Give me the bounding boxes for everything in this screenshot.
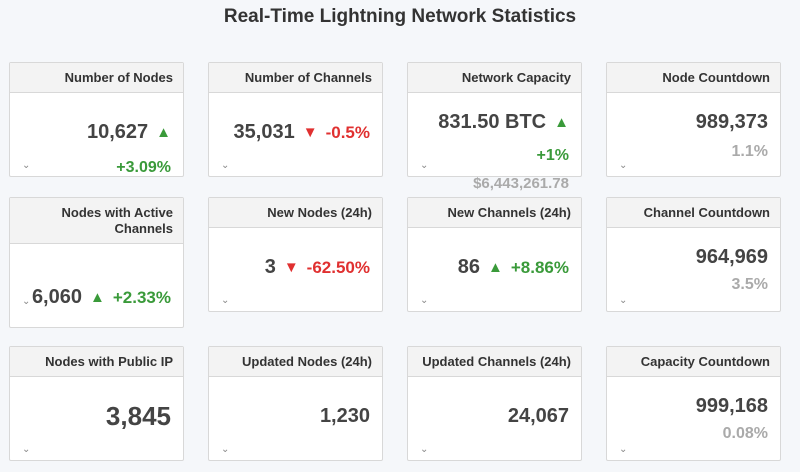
card-new-nodes: New Nodes (24h) 3 ▼ -62.50% ⌄ <box>208 197 383 312</box>
chevron-down-icon[interactable]: ⌄ <box>420 295 429 306</box>
card-updated-channels: Updated Channels (24h) 24,067 ⌄ <box>407 346 582 461</box>
card-updated-nodes: Updated Nodes (24h) 1,230 ⌄ <box>208 346 383 461</box>
card-number-of-nodes: Number of Nodes 10,627 ▲ +3.09% ⌄ <box>9 62 184 177</box>
card-nodes-public-ip: Nodes with Public IP 3,845 ⌄ <box>9 346 184 461</box>
capacity-change-value: +1% <box>536 147 569 164</box>
card-network-capacity: Network Capacity 831.50 BTC ▲ +1% $6,443… <box>407 62 582 192</box>
new-channels-value: 86 <box>457 256 480 278</box>
chevron-down-icon[interactable]: ⌄ <box>420 444 429 455</box>
card-title: Network Capacity <box>408 63 581 93</box>
arrow-up-icon: ▲ <box>90 289 105 306</box>
channel-countdown-value: 964,969 <box>695 246 768 268</box>
active-nodes-change: +2.33% <box>112 287 171 307</box>
card-title: Nodes with Public IP <box>10 347 183 377</box>
card-title: Nodes with Active Channels <box>10 198 183 244</box>
card-title: Node Countdown <box>607 63 780 93</box>
node-countdown-percent: 1.1% <box>731 143 768 160</box>
arrow-down-icon: ▼ <box>283 259 299 276</box>
updated-channels-value: 24,067 <box>507 405 569 427</box>
card-nodes-active-channels: Nodes with Active Channels 6,060 ▲ +2.33… <box>9 197 184 328</box>
card-title: Number of Nodes <box>10 63 183 93</box>
updated-nodes-value: 1,230 <box>319 405 370 427</box>
chevron-down-icon[interactable]: ⌄ <box>22 160 31 171</box>
card-title: New Channels (24h) <box>408 198 581 228</box>
node-change-value: +3.09% <box>116 159 171 176</box>
card-title: Channel Countdown <box>607 198 780 228</box>
card-title: Updated Channels (24h) <box>408 347 581 377</box>
new-channels-change: +8.86% <box>510 257 569 277</box>
chevron-down-icon[interactable]: ⌄ <box>22 296 31 307</box>
card-number-of-channels: Number of Channels 35,031 ▼ -0.5% ⌄ <box>208 62 383 177</box>
capacity-countdown-value: 999,168 <box>695 395 768 417</box>
capacity-value: 831.50 BTC <box>438 111 547 133</box>
arrow-down-icon: ▼ <box>302 124 318 141</box>
capacity-usd-value: $6,443,261.78 <box>473 175 569 192</box>
active-nodes-value: 6,060 <box>31 286 82 308</box>
chevron-down-icon[interactable]: ⌄ <box>221 295 230 306</box>
card-capacity-countdown: Capacity Countdown 999,168 0.08% ⌄ <box>606 346 781 461</box>
card-title: Number of Channels <box>209 63 382 93</box>
arrow-up-icon: ▲ <box>156 124 171 141</box>
chevron-down-icon[interactable]: ⌄ <box>420 160 429 171</box>
channel-change-value: -0.5% <box>325 122 370 142</box>
card-title: Updated Nodes (24h) <box>209 347 382 377</box>
card-channel-countdown: Channel Countdown 964,969 3.5% ⌄ <box>606 197 781 312</box>
arrow-up-icon: ▲ <box>554 114 569 131</box>
chevron-down-icon[interactable]: ⌄ <box>619 295 628 306</box>
card-title: New Nodes (24h) <box>209 198 382 228</box>
chevron-down-icon[interactable]: ⌄ <box>221 160 230 171</box>
card-node-countdown: Node Countdown 989,373 1.1% ⌄ <box>606 62 781 177</box>
arrow-up-icon: ▲ <box>488 259 503 276</box>
chevron-down-icon[interactable]: ⌄ <box>221 444 230 455</box>
capacity-countdown-percent: 0.08% <box>722 425 768 442</box>
chevron-down-icon[interactable]: ⌄ <box>619 444 628 455</box>
chevron-down-icon[interactable]: ⌄ <box>619 160 628 171</box>
card-new-channels: New Channels (24h) 86 ▲ +8.86% ⌄ <box>407 197 582 312</box>
channel-countdown-percent: 3.5% <box>731 276 768 293</box>
channel-count-value: 35,031 <box>233 121 295 143</box>
node-count-value: 10,627 <box>86 121 149 143</box>
card-title: Capacity Countdown <box>607 347 780 377</box>
public-ip-value: 3,845 <box>105 401 171 431</box>
new-nodes-change: -62.50% <box>306 257 370 277</box>
node-countdown-value: 989,373 <box>695 111 768 133</box>
new-nodes-value: 3 <box>264 256 276 278</box>
chevron-down-icon[interactable]: ⌄ <box>22 444 31 455</box>
page-title: Real-Time Lightning Network Statistics <box>223 6 577 27</box>
